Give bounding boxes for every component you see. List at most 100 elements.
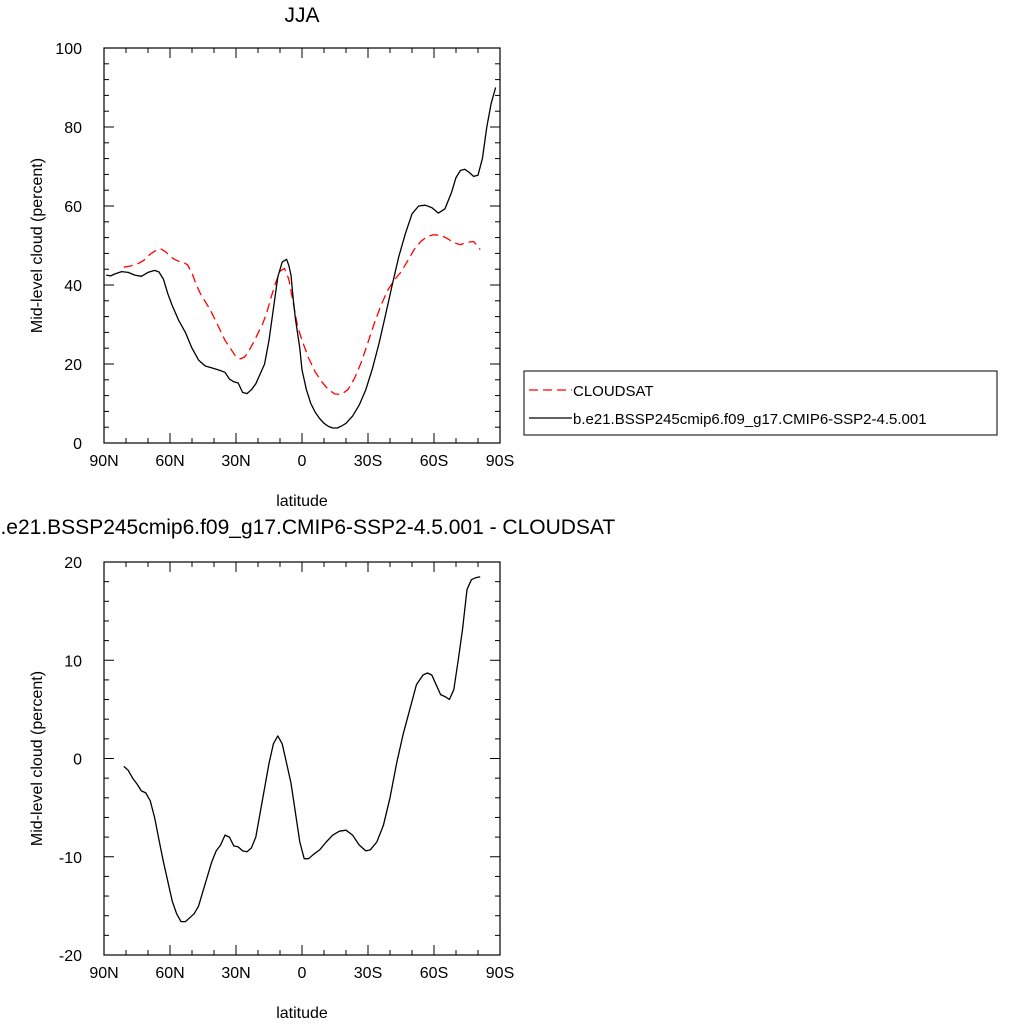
data-point bbox=[416, 684, 417, 685]
data-point bbox=[301, 340, 302, 341]
x-tick-label: 30N bbox=[221, 965, 250, 982]
data-point bbox=[183, 262, 184, 263]
data-point bbox=[264, 363, 265, 364]
data-point bbox=[328, 389, 329, 390]
data-point bbox=[251, 389, 252, 390]
data-point bbox=[473, 241, 474, 242]
data-point bbox=[339, 831, 340, 832]
data-point bbox=[319, 849, 320, 850]
data-point bbox=[196, 284, 197, 285]
data-point bbox=[264, 787, 265, 788]
data-point bbox=[418, 205, 419, 206]
chart-title: JJA bbox=[284, 4, 319, 27]
data-point bbox=[308, 858, 309, 859]
data-point bbox=[444, 208, 445, 209]
series-line-2 bbox=[106, 87, 497, 429]
data-point bbox=[299, 841, 300, 842]
x-tick-label: 60N bbox=[155, 453, 184, 470]
data-point bbox=[345, 423, 346, 424]
data-point bbox=[240, 358, 241, 359]
data-point bbox=[229, 378, 230, 379]
data-point bbox=[440, 235, 441, 236]
data-point bbox=[477, 175, 478, 176]
data-point bbox=[365, 850, 366, 851]
data-point bbox=[337, 427, 338, 428]
data-point bbox=[277, 277, 278, 278]
data-point bbox=[128, 770, 129, 771]
data-point bbox=[123, 267, 124, 268]
data-point bbox=[319, 418, 320, 419]
data-point bbox=[150, 800, 151, 801]
x-tick-label: 30S bbox=[354, 965, 382, 982]
data-point bbox=[282, 743, 283, 744]
y-tick-label: -10 bbox=[59, 850, 82, 867]
data-point bbox=[172, 900, 173, 901]
data-point bbox=[211, 367, 212, 368]
data-point bbox=[205, 301, 206, 302]
x-tick-label: 30N bbox=[221, 453, 250, 470]
data-point bbox=[425, 205, 426, 206]
data-point bbox=[209, 308, 210, 309]
data-point bbox=[132, 778, 133, 779]
data-point bbox=[141, 790, 142, 791]
data-point bbox=[414, 249, 415, 250]
data-point bbox=[345, 830, 346, 831]
data-point bbox=[134, 275, 135, 276]
y-tick-label: 20 bbox=[64, 357, 82, 374]
data-point bbox=[194, 913, 195, 914]
data-point bbox=[312, 854, 313, 855]
data-point bbox=[466, 589, 467, 590]
data-point bbox=[249, 350, 250, 351]
data-point bbox=[198, 360, 199, 361]
data-point bbox=[165, 251, 166, 252]
x-tick-label: 0 bbox=[298, 965, 307, 982]
data-point bbox=[202, 891, 203, 892]
data-point bbox=[242, 850, 243, 851]
data-point bbox=[310, 403, 311, 404]
data-point bbox=[150, 254, 151, 255]
data-point bbox=[427, 236, 428, 237]
y-tick-label: 60 bbox=[64, 199, 82, 216]
data-point bbox=[436, 684, 437, 685]
data-point bbox=[290, 783, 291, 784]
data-point bbox=[495, 87, 496, 88]
data-point bbox=[431, 207, 432, 208]
data-point bbox=[458, 660, 459, 661]
data-point bbox=[367, 342, 368, 343]
x-tick-label: 90N bbox=[89, 453, 118, 470]
data-point bbox=[400, 271, 401, 272]
data-point bbox=[176, 913, 177, 914]
data-point bbox=[114, 273, 115, 274]
data-point bbox=[286, 763, 287, 764]
y-tick-label: 80 bbox=[64, 120, 82, 137]
data-point bbox=[205, 365, 206, 366]
data-point bbox=[123, 766, 124, 767]
data-point bbox=[161, 249, 162, 250]
data-point bbox=[471, 579, 472, 580]
x-tick-label: 90N bbox=[89, 965, 118, 982]
data-point bbox=[260, 812, 261, 813]
data-point bbox=[238, 382, 239, 383]
data-point bbox=[136, 783, 137, 784]
y-tick-label: 20 bbox=[64, 555, 82, 572]
legend: CLOUDSAT b.e21.BSSP245cmip6.f09_g17.CMIP6… bbox=[523, 370, 998, 436]
data-point bbox=[427, 672, 428, 673]
data-point bbox=[469, 172, 470, 173]
data-point bbox=[187, 264, 188, 265]
data-point bbox=[169, 256, 170, 257]
data-point bbox=[158, 839, 159, 840]
data-point bbox=[233, 381, 234, 382]
data-point bbox=[271, 296, 272, 297]
data-point bbox=[191, 273, 192, 274]
data-point bbox=[158, 271, 159, 272]
data-point bbox=[411, 213, 412, 214]
data-point bbox=[266, 312, 267, 313]
data-point bbox=[163, 279, 164, 280]
data-point bbox=[295, 318, 296, 319]
data-point bbox=[268, 340, 269, 341]
data-point bbox=[178, 261, 179, 262]
data-point bbox=[242, 392, 243, 393]
data-point bbox=[299, 348, 300, 349]
data-point bbox=[218, 326, 219, 327]
